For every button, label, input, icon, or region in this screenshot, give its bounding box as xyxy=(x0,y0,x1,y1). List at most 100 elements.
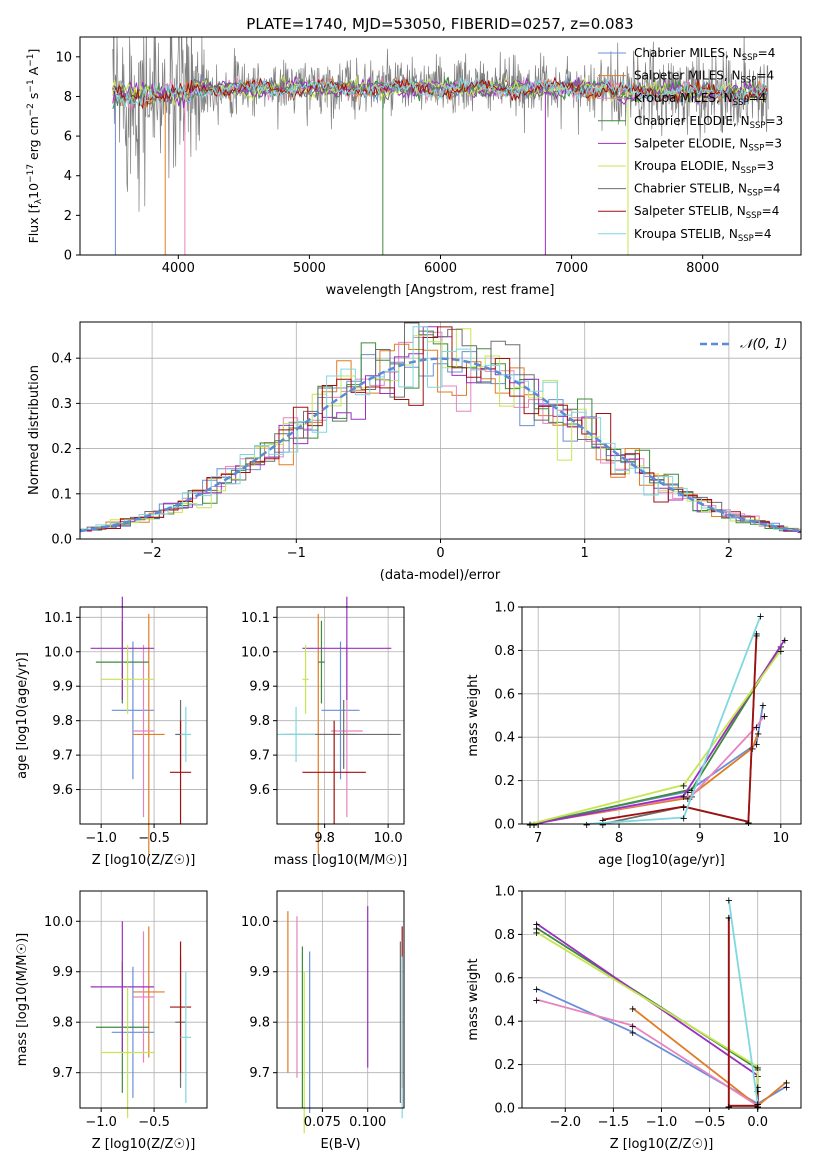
y-tick-label: 0.6 xyxy=(494,971,515,986)
mass-weight-marker: + xyxy=(725,896,733,907)
mass-weight-marker: + xyxy=(532,920,540,931)
y-tick-label: 9.9 xyxy=(52,965,73,980)
x-tick-label: 0.075 xyxy=(304,1115,341,1130)
spectrum-legend-label: Salpeter ELODIE, NSSP=3 xyxy=(634,136,782,153)
residual-x-tick-label: −1 xyxy=(287,546,306,561)
mass-weight-marker: + xyxy=(754,1102,762,1113)
y-tick-label: 0.2 xyxy=(494,1058,515,1073)
y-tick-label: 0.0 xyxy=(494,818,515,833)
y-tick-label: 9.7 xyxy=(249,749,270,764)
y-tick-label: 9.7 xyxy=(249,1066,270,1081)
panel-frame xyxy=(79,606,208,825)
x-tick-label: 0.100 xyxy=(349,1115,386,1130)
mass-weight-marker: + xyxy=(725,1102,733,1113)
mass-weight-marker: + xyxy=(754,1102,762,1113)
x-tick-label: 10.0 xyxy=(374,831,403,846)
mass-weight-track xyxy=(536,998,759,1107)
mass-weight-marker: + xyxy=(583,820,591,831)
x-tick-label: −1.5 xyxy=(598,1115,630,1130)
y-tick-label: 10.0 xyxy=(44,915,73,930)
mass-weight-marker: + xyxy=(684,794,692,805)
y-tick-label: 1.0 xyxy=(494,885,515,900)
spectrum-legend-label: Chabrier MILES, NSSP=4 xyxy=(634,46,775,63)
x-tick-label: 10 xyxy=(773,831,790,846)
weight-vs-age-panel: ++++++++++++++++++++++++++++++++7 8 9 100.0… xyxy=(466,601,802,868)
mass-weight-marker: + xyxy=(628,1028,636,1039)
mass-weight-marker: + xyxy=(526,820,534,831)
spectrum-legend-label: Salpeter STELIB, NSSP=4 xyxy=(634,204,779,221)
mass-weight-track xyxy=(535,922,759,1106)
mass-weight-marker: + xyxy=(680,792,688,803)
mass-weight-marker: + xyxy=(754,1102,762,1113)
x-axis-label: E(B-V) xyxy=(320,1137,360,1152)
mass-weight-track xyxy=(529,714,766,825)
x-axis-label: age [log10(age/yr)] xyxy=(598,853,725,868)
mass-weight-marker: + xyxy=(680,803,688,814)
y-axis-label: age [log10(age/yr)] xyxy=(15,652,30,779)
y-tick-label: 10.0 xyxy=(241,645,270,660)
y-tick-label: 0.8 xyxy=(494,928,515,943)
y-tick-label: 9.8 xyxy=(52,1016,73,1031)
y-tick-label: 0.6 xyxy=(494,687,515,702)
spectrum-model-line xyxy=(112,77,768,106)
mass-vs-z-panel: −1.0 −0.5 9.7 9.8 9.9 10.0 Z [log10(Z/Z☉)] mass… xyxy=(15,890,208,1152)
spectrum-x-tick-label: 4000 xyxy=(162,261,195,276)
mass-weight-marker: + xyxy=(532,924,540,935)
y-tick-label: 0.0 xyxy=(494,1102,515,1117)
mass-weight-track xyxy=(727,899,759,1104)
mass-weight-marker: + xyxy=(752,740,760,751)
mass-weight-marker: + xyxy=(532,985,540,996)
y-tick-label: 0.8 xyxy=(494,644,515,659)
x-axis-label: mass [log10(M/M☉)] xyxy=(274,853,407,868)
mass-weight-track xyxy=(586,615,762,825)
spectrum-x-tick-label: 5000 xyxy=(293,261,326,276)
spectrum-x-label: wavelength [Angstrom, rest frame] xyxy=(326,283,555,298)
spectrum-legend-label: Kroupa ELODIE, NSSP=3 xyxy=(634,159,774,176)
mass-weight-marker: + xyxy=(760,712,768,723)
residual-histogram-step xyxy=(81,326,801,531)
y-tick-label: 9.8 xyxy=(52,714,73,729)
spectrum-x-tick-label: 6000 xyxy=(424,261,457,276)
spectrum-legend-label: Kroupa STELIB, NSSP=4 xyxy=(634,227,772,244)
spectrum-legend-label: Chabrier STELIB, NSSP=4 xyxy=(634,182,781,199)
residual-legend: 𝒩(0, 1) xyxy=(700,337,787,352)
residual-y-tick-label: 0.4 xyxy=(51,352,72,367)
spectrum-legend-label: Salpeter MILES, NSSP=4 xyxy=(634,69,774,86)
residual-histogram-step xyxy=(80,326,801,532)
y-tick-label: 10.1 xyxy=(44,611,73,626)
residual-y-tick-label: 0.0 xyxy=(51,533,72,548)
mass-weight-marker: + xyxy=(532,996,540,1007)
x-axis-label: Z [log10(Z/Z☉)] xyxy=(610,1137,714,1152)
mass-weight-marker: + xyxy=(754,1102,762,1113)
y-tick-label: 10.0 xyxy=(241,915,270,930)
mass-weight-track xyxy=(529,732,759,825)
normal-legend-label: 𝒩(0, 1) xyxy=(740,337,787,352)
mass-vs-ebv-panel: 0.075 0.100 9.7 9.8 9.9 10.0 E(B-V) xyxy=(241,890,405,1152)
spectrum-y-tick-label: 6 xyxy=(64,130,72,145)
y-tick-label: 9.9 xyxy=(52,680,73,695)
spectrum-panel: PLATE=1740, MJD=53050, FIBERID=0257, z=0… xyxy=(26,15,802,298)
spectrum-model-line xyxy=(112,75,768,106)
y-tick-label: 9.6 xyxy=(249,783,270,798)
mass-weight-marker: + xyxy=(680,781,688,792)
mass-weight-marker: + xyxy=(680,813,688,824)
x-axis-label: Z [log10(Z/Z☉)] xyxy=(92,1137,196,1152)
mass-weight-track xyxy=(529,649,782,825)
x-tick-label: −1.0 xyxy=(85,1115,117,1130)
x-tick-label: 9.8 xyxy=(314,831,335,846)
mass-weight-marker: + xyxy=(532,928,540,939)
normal-curve xyxy=(80,357,801,533)
mass-weight-marker: + xyxy=(754,1100,762,1111)
mass-weight-marker: + xyxy=(526,820,534,831)
spectrum-legend-label: Chabrier ELODIE, NSSP=3 xyxy=(634,114,783,131)
x-axis-label: Z [log10(Z/Z☉)] xyxy=(92,853,196,868)
x-tick-label: −1.0 xyxy=(85,831,117,846)
mass-weight-marker: + xyxy=(526,820,534,831)
spectrum-y-tick-label: 4 xyxy=(64,169,72,184)
x-tick-label: −1.0 xyxy=(646,1115,678,1130)
y-tick-label: 9.8 xyxy=(249,1016,270,1031)
spectrum-y-tick-label: 8 xyxy=(64,90,72,105)
mass-weight-marker: + xyxy=(684,787,692,798)
age-vs-mass-panel: 9.8 10.0 9.6 9.7 9.8 9.9 10.0 10.1 mass [log10(M… xyxy=(241,596,407,868)
